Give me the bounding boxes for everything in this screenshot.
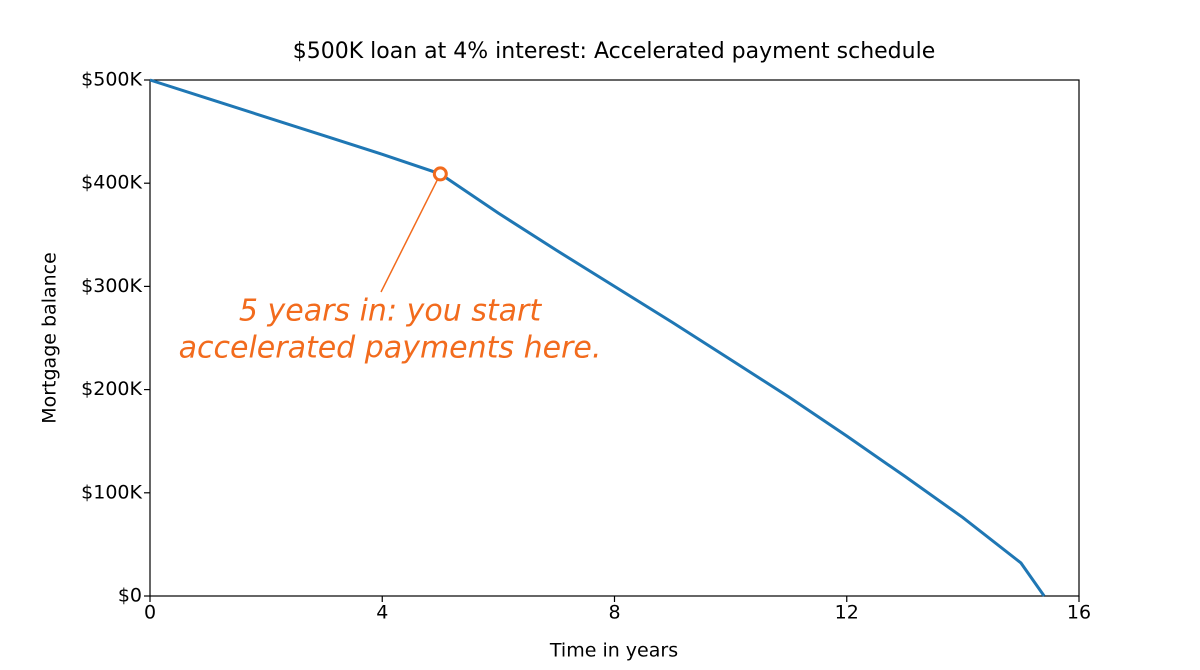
x-tick-label: 8 xyxy=(608,602,620,624)
y-axis-label: Mortgage balance xyxy=(39,252,61,424)
annotation-text: 5 years in: you start xyxy=(239,294,542,329)
y-tick-label: $100K xyxy=(81,481,142,503)
x-tick-label: 0 xyxy=(144,602,156,624)
annotation-arrow xyxy=(380,179,438,293)
data-line xyxy=(149,78,1046,597)
y-tick-label: $500K xyxy=(81,69,142,91)
y-tick-label: $400K xyxy=(81,172,142,194)
annotation-text: accelerated payments here. xyxy=(179,331,602,366)
x-tick-label: 12 xyxy=(835,602,859,624)
y-tick-label: $0 xyxy=(118,585,142,607)
y-tick-label: $200K xyxy=(81,378,142,400)
x-tick-label: 4 xyxy=(376,602,388,624)
x-tick-label: 16 xyxy=(1067,602,1091,624)
x-axis-label: Time in years xyxy=(549,640,678,662)
y-tick-label: $300K xyxy=(81,275,142,297)
annotation-point xyxy=(432,166,448,182)
chart-title: $500K loan at 4% interest: Accelerated p… xyxy=(293,39,935,64)
